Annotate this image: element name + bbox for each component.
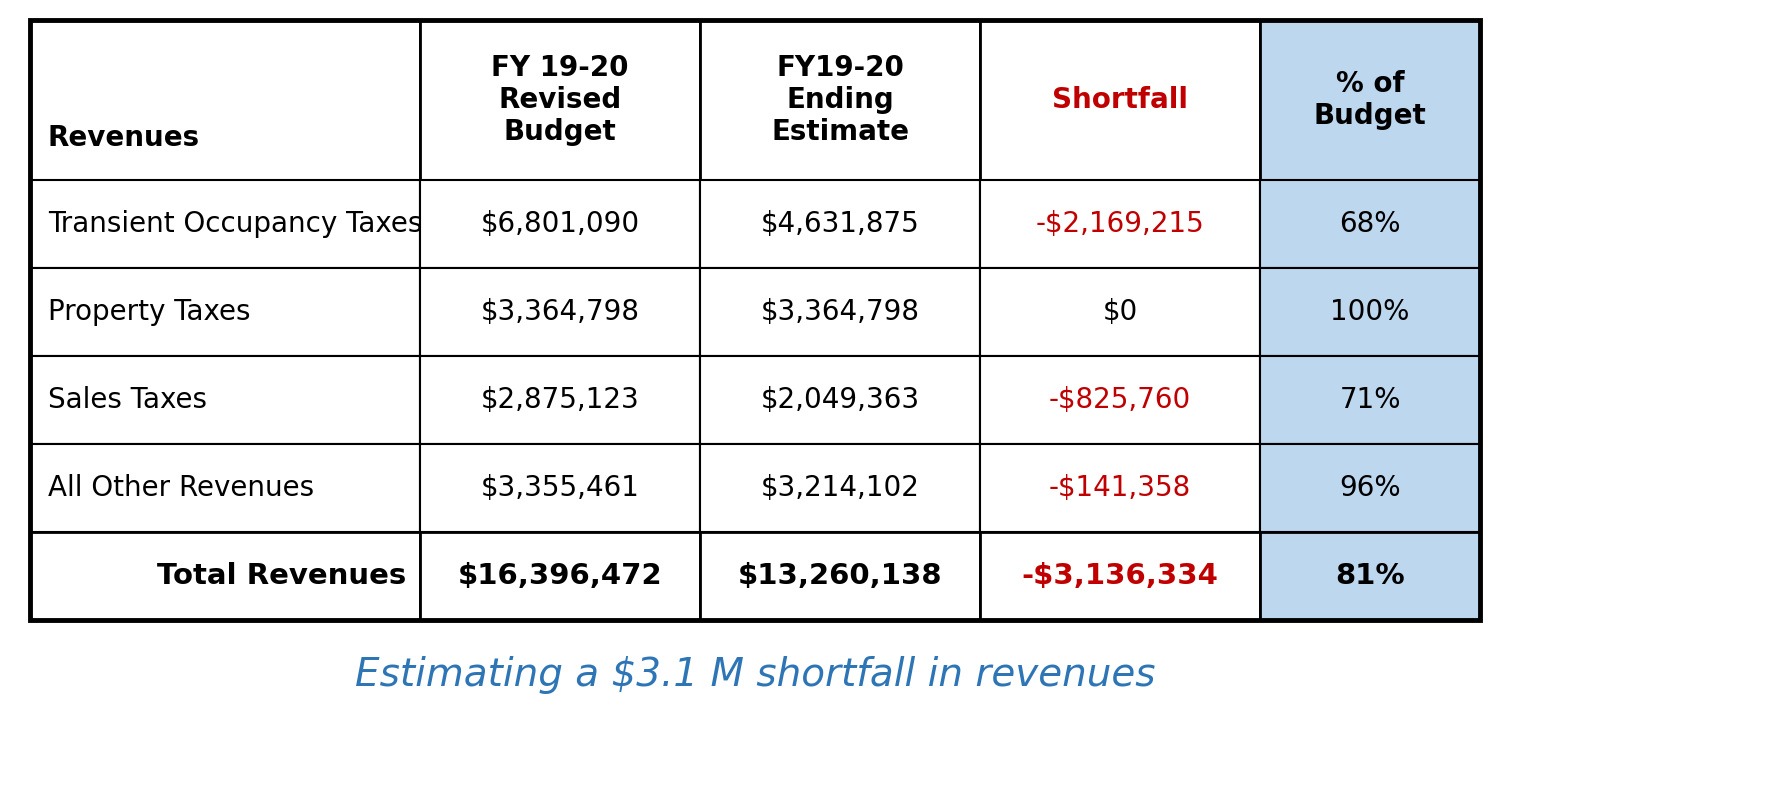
Bar <box>419 268 699 356</box>
Text: FY 19-20
Revised
Budget: FY 19-20 Revised Budget <box>492 53 628 146</box>
Text: 100%: 100% <box>1331 298 1409 326</box>
Bar <box>30 356 419 444</box>
Text: $13,260,138: $13,260,138 <box>738 562 942 590</box>
Text: $4,631,875: $4,631,875 <box>761 210 919 238</box>
Text: 96%: 96% <box>1340 474 1400 502</box>
Text: $2,875,123: $2,875,123 <box>481 386 639 414</box>
Text: $16,396,472: $16,396,472 <box>458 562 662 590</box>
Bar <box>30 20 419 180</box>
Bar <box>981 20 1260 180</box>
Text: $0: $0 <box>1103 298 1138 326</box>
Bar <box>981 268 1260 356</box>
Text: FY19-20
Ending
Estimate: FY19-20 Ending Estimate <box>772 53 910 146</box>
Bar <box>1260 268 1480 356</box>
Text: Total Revenues: Total Revenues <box>158 562 405 590</box>
Bar <box>419 180 699 268</box>
Text: All Other Revenues: All Other Revenues <box>48 474 313 502</box>
Text: -$825,760: -$825,760 <box>1050 386 1191 414</box>
Bar <box>30 532 419 620</box>
Bar <box>699 180 981 268</box>
Bar <box>30 180 419 268</box>
Text: Property Taxes: Property Taxes <box>48 298 251 326</box>
Text: 68%: 68% <box>1340 210 1400 238</box>
Bar <box>30 20 1480 620</box>
Bar <box>699 444 981 532</box>
Text: % of
Budget: % of Budget <box>1313 69 1427 130</box>
Bar <box>699 268 981 356</box>
Bar <box>419 444 699 532</box>
Bar <box>1260 532 1480 620</box>
Text: $3,364,798: $3,364,798 <box>761 298 919 326</box>
Bar <box>1260 20 1480 180</box>
Bar <box>1260 356 1480 444</box>
Bar <box>30 444 419 532</box>
Bar <box>981 180 1260 268</box>
Bar <box>981 532 1260 620</box>
Text: Shortfall: Shortfall <box>1051 86 1188 114</box>
Bar <box>699 20 981 180</box>
Text: $3,355,461: $3,355,461 <box>481 474 639 502</box>
Bar <box>419 356 699 444</box>
Bar <box>699 356 981 444</box>
Text: Revenues: Revenues <box>48 124 200 152</box>
Text: $3,214,102: $3,214,102 <box>761 474 919 502</box>
Text: $2,049,363: $2,049,363 <box>761 386 920 414</box>
Bar <box>981 356 1260 444</box>
Text: Transient Occupancy Taxes: Transient Occupancy Taxes <box>48 210 423 238</box>
Text: $6,801,090: $6,801,090 <box>480 210 639 238</box>
Text: 81%: 81% <box>1335 562 1405 590</box>
Bar <box>699 532 981 620</box>
Bar <box>981 444 1260 532</box>
Text: Sales Taxes: Sales Taxes <box>48 386 207 414</box>
Text: -$3,136,334: -$3,136,334 <box>1021 562 1218 590</box>
Bar <box>419 532 699 620</box>
Text: $3,364,798: $3,364,798 <box>480 298 639 326</box>
Bar <box>30 268 419 356</box>
Text: 71%: 71% <box>1340 386 1400 414</box>
Text: -$2,169,215: -$2,169,215 <box>1035 210 1204 238</box>
Text: -$141,358: -$141,358 <box>1050 474 1191 502</box>
Bar <box>1260 444 1480 532</box>
Text: Estimating a $3.1 M shortfall in revenues: Estimating a $3.1 M shortfall in revenue… <box>354 656 1156 694</box>
Bar <box>1260 180 1480 268</box>
Bar <box>419 20 699 180</box>
